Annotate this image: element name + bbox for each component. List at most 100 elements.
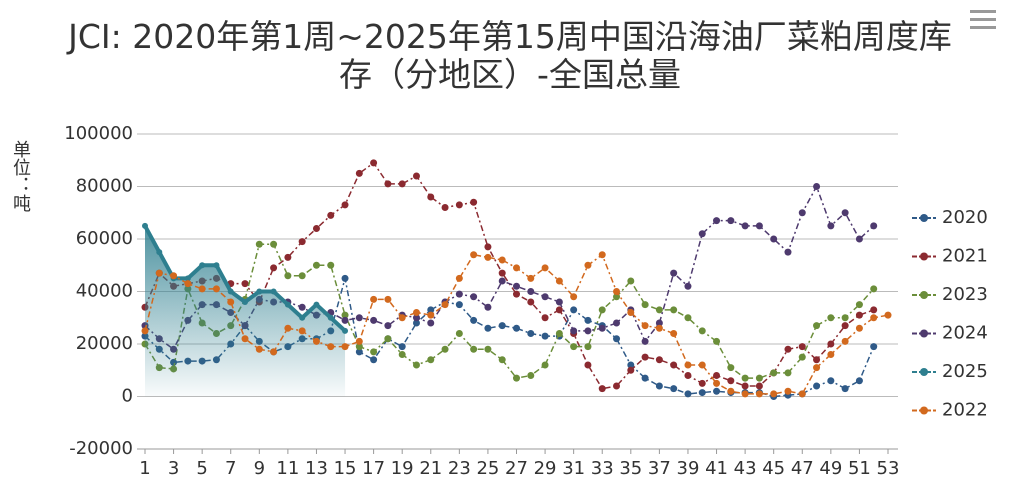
point <box>598 306 606 314</box>
point <box>412 314 420 322</box>
point <box>827 340 835 348</box>
x-tick-label: 21 <box>419 458 442 479</box>
point <box>270 348 278 356</box>
chart-title: JCI: 2020年第1周~2025年第15周中国沿海油厂菜粕周度库存（分地区）… <box>68 17 952 94</box>
point <box>498 269 506 277</box>
point <box>256 288 263 295</box>
point <box>527 372 535 379</box>
point <box>855 311 863 319</box>
point <box>455 290 463 298</box>
y-axis-label: 单位：吨 <box>10 140 31 212</box>
point <box>884 311 892 319</box>
point <box>213 262 220 269</box>
point <box>284 253 292 261</box>
point <box>713 337 721 345</box>
point <box>341 316 349 324</box>
point <box>841 385 849 393</box>
point <box>427 319 435 327</box>
point <box>370 348 378 356</box>
point <box>784 345 792 353</box>
x-tick-label: 13 <box>305 458 328 479</box>
menu-icon[interactable] <box>970 10 996 29</box>
point <box>270 240 278 248</box>
point <box>870 343 878 351</box>
point <box>684 282 692 290</box>
point <box>342 327 349 334</box>
legend-item[interactable]: 2020 <box>912 207 988 228</box>
point <box>827 351 835 358</box>
point <box>212 285 220 293</box>
point <box>355 343 363 351</box>
point <box>755 374 763 382</box>
point <box>613 288 621 295</box>
point <box>412 361 420 369</box>
point <box>370 356 378 364</box>
point <box>527 288 535 295</box>
point <box>484 253 492 261</box>
legend-item[interactable]: 2025 <box>912 361 988 382</box>
point <box>855 235 863 243</box>
point <box>641 337 649 345</box>
point <box>655 382 663 390</box>
point <box>541 332 549 340</box>
point <box>441 204 449 211</box>
point <box>613 319 621 327</box>
point <box>484 243 492 251</box>
point <box>298 303 306 311</box>
legend-item[interactable]: 2024 <box>912 323 988 344</box>
point <box>613 335 621 343</box>
x-tick-label: 3 <box>168 458 179 479</box>
x-tick-label: 39 <box>677 458 700 479</box>
point <box>770 369 778 377</box>
legend-item[interactable]: 2022 <box>912 400 988 421</box>
point <box>141 327 149 335</box>
legend-label: 2022 <box>942 400 988 421</box>
point <box>870 306 878 314</box>
point <box>613 382 621 390</box>
point <box>784 248 792 256</box>
point <box>484 324 492 332</box>
legend-item[interactable]: 2023 <box>912 284 988 305</box>
point <box>784 369 792 377</box>
point <box>298 327 306 335</box>
point <box>527 298 535 306</box>
y-tick-label: 40000 <box>76 281 133 302</box>
point <box>641 301 649 309</box>
point <box>570 293 578 301</box>
point <box>727 364 735 372</box>
point <box>184 275 191 282</box>
point <box>855 377 863 385</box>
x-tick-label: 33 <box>591 458 614 479</box>
point <box>755 382 763 390</box>
point <box>713 217 721 225</box>
point <box>541 293 549 301</box>
point <box>241 335 249 343</box>
point <box>570 343 578 351</box>
point <box>441 345 449 353</box>
x-tick-label: 35 <box>619 458 642 479</box>
point <box>655 324 663 332</box>
x-tick-label: 15 <box>334 458 357 479</box>
point <box>184 280 192 288</box>
point <box>370 159 378 167</box>
point <box>627 366 635 374</box>
point <box>770 235 778 243</box>
point <box>541 264 549 272</box>
point <box>527 274 535 282</box>
point <box>684 361 692 369</box>
point <box>755 222 763 230</box>
point <box>727 387 735 395</box>
point <box>684 314 692 322</box>
legend-item[interactable]: 2021 <box>912 246 988 267</box>
point <box>798 390 806 398</box>
point <box>798 343 806 351</box>
point <box>384 335 392 343</box>
point <box>770 390 778 398</box>
point <box>227 298 235 306</box>
point <box>284 272 292 280</box>
point <box>199 262 206 269</box>
point <box>555 298 563 306</box>
point <box>670 306 678 314</box>
point <box>698 389 706 397</box>
y-tick-label: 0 <box>122 386 133 407</box>
